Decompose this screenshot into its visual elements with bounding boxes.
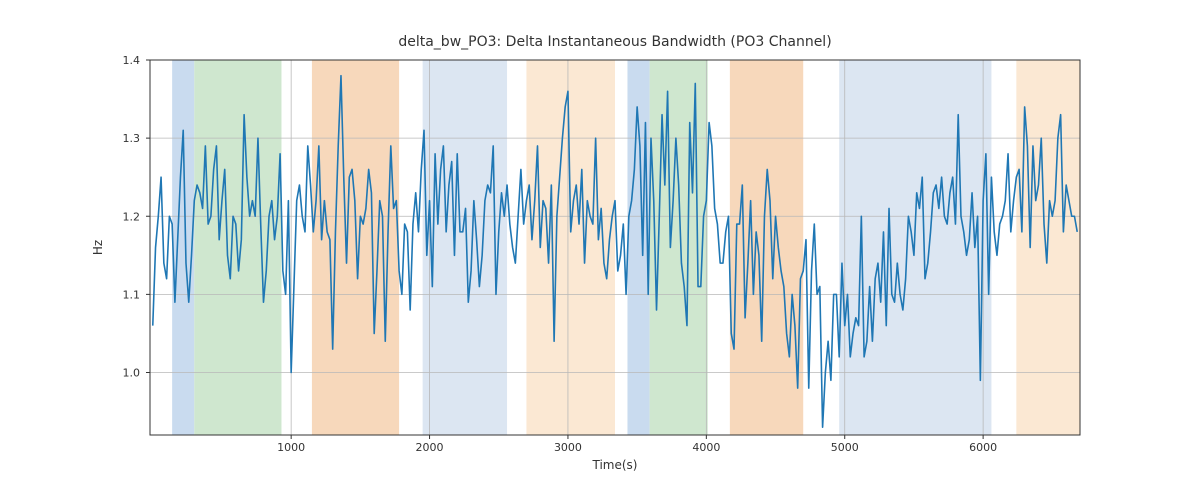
chart-svg: 1000 2000 3000 4000 5000 6000 1.0 1.1 1.2 1.3 1.4… (0, 0, 1200, 500)
highlight-band (312, 60, 399, 435)
chart-title: delta_bw_PO3: Delta Instantaneous Bandwi… (398, 34, 831, 50)
x-axis-label: Time(s) (592, 458, 638, 472)
highlight-band (172, 60, 194, 435)
x-tick-label: 4000 (692, 441, 720, 454)
y-axis-label: Hz (91, 240, 105, 255)
y-tick-label: 1.1 (123, 288, 141, 301)
highlight-band (730, 60, 803, 435)
x-tick-label: 3000 (554, 441, 582, 454)
y-tick-label: 1.4 (123, 54, 141, 67)
chart-container: 1000 2000 3000 4000 5000 6000 1.0 1.1 1.2 1.3 1.4… (0, 0, 1200, 500)
y-tick-label: 1.3 (123, 132, 141, 145)
y-tick-label: 1.0 (123, 367, 141, 380)
y-tick-label: 1.2 (123, 210, 141, 223)
x-tick-label: 2000 (416, 441, 444, 454)
x-tick-label: 6000 (969, 441, 997, 454)
x-tick-label: 5000 (831, 441, 859, 454)
x-tick-label: 1000 (277, 441, 305, 454)
